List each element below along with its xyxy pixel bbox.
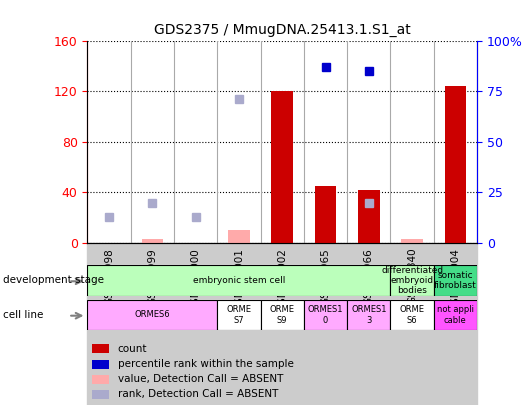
Bar (271, 91, 293, 243)
Text: ORMES6: ORMES6 (135, 310, 170, 320)
Bar (315, 186, 337, 243)
Text: value, Detection Call = ABSENT: value, Detection Call = ABSENT (118, 374, 283, 384)
Bar (391, 243, 434, 405)
Bar (92, 360, 109, 369)
Bar (434, 265, 477, 296)
Text: cell line: cell line (3, 310, 43, 320)
Bar (87, 243, 131, 405)
Bar (391, 300, 434, 330)
Text: ORME
S7: ORME S7 (226, 305, 251, 324)
Bar (261, 300, 304, 330)
Text: ORME
S9: ORME S9 (270, 305, 295, 324)
Text: development stage: development stage (3, 275, 104, 285)
Text: count: count (118, 343, 147, 354)
Bar (92, 390, 109, 399)
Bar (391, 265, 434, 296)
Text: ORME
S6: ORME S6 (400, 305, 425, 324)
Bar (304, 243, 347, 405)
Text: embryonic stem cell: embryonic stem cell (193, 276, 285, 285)
Bar (92, 344, 109, 353)
Bar (434, 300, 477, 330)
Text: differentiated
embryoid
bodies: differentiated embryoid bodies (381, 266, 443, 295)
Bar (174, 243, 217, 405)
Bar (217, 243, 261, 405)
Bar (87, 265, 391, 296)
Bar (217, 300, 261, 330)
Text: percentile rank within the sample: percentile rank within the sample (118, 359, 294, 369)
Text: not appli
cable: not appli cable (437, 305, 474, 324)
Text: rank, Detection Call = ABSENT: rank, Detection Call = ABSENT (118, 389, 278, 399)
Bar (434, 243, 477, 405)
Bar (92, 375, 109, 384)
Bar (304, 300, 347, 330)
Bar (347, 243, 391, 405)
Bar (401, 239, 423, 243)
Bar (228, 230, 250, 243)
Bar (131, 243, 174, 405)
Bar (445, 86, 466, 243)
Text: ORMES1
0: ORMES1 0 (308, 305, 343, 324)
Bar (142, 239, 163, 243)
Bar (87, 300, 217, 330)
Text: ORMES1
3: ORMES1 3 (351, 305, 386, 324)
Bar (347, 300, 391, 330)
Text: somatic
fibroblast: somatic fibroblast (434, 271, 476, 290)
Title: GDS2375 / MmugDNA.25413.1.S1_at: GDS2375 / MmugDNA.25413.1.S1_at (154, 23, 411, 37)
Bar (358, 190, 379, 243)
Bar (261, 243, 304, 405)
